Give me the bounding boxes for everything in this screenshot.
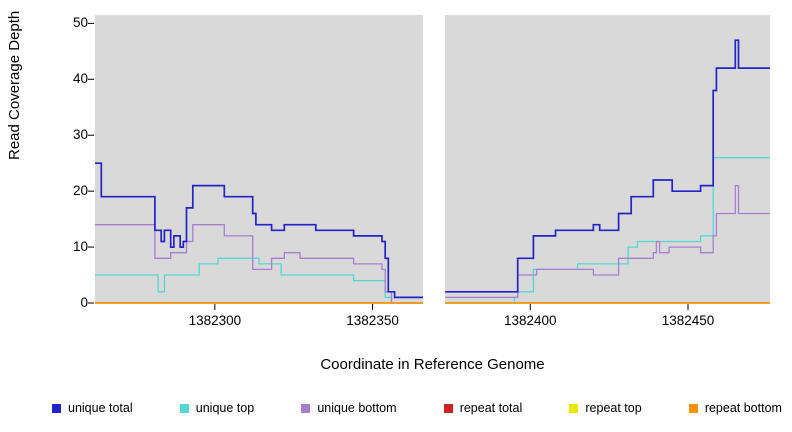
legend-item-unique-total: unique total — [52, 401, 133, 415]
series-line-unique-bottom — [95, 224, 423, 304]
y-tick-label: 10 — [72, 239, 88, 255]
series-line-unique-top — [95, 257, 423, 304]
legend-swatch-icon — [688, 403, 698, 413]
legend-swatch-icon — [569, 403, 579, 413]
legend-swatch-icon — [52, 403, 61, 413]
y-axis-title: Read Coverage Depth — [6, 10, 23, 160]
legend-label: unique top — [195, 401, 255, 415]
legend-swatch-icon — [301, 403, 311, 413]
legend-swatch-icon — [443, 403, 453, 413]
x-tick-label: 1382400 — [503, 313, 557, 328]
y-tick-label: 20 — [72, 183, 88, 199]
x-axis-title: Coordinate in Reference Genome — [320, 356, 545, 373]
series-line-unique-total — [445, 39, 770, 293]
legend-label: repeat top — [585, 401, 642, 415]
x-tick-label: 1382450 — [661, 313, 715, 328]
y-tick-label: 30 — [72, 127, 88, 143]
x-tick-label: 1382350 — [346, 313, 399, 328]
no-data-gap — [423, 14, 446, 304]
legend-label: repeat bottom — [704, 401, 782, 415]
legend-item-repeat-total: repeat total — [443, 401, 523, 415]
legend-swatch-icon — [179, 403, 189, 413]
legend-item-repeat-bottom: repeat bottom — [688, 401, 782, 415]
legend-label: repeat total — [459, 401, 523, 415]
legend-item-unique-bottom: unique bottom — [301, 401, 397, 415]
y-tick-label: 40 — [72, 71, 88, 87]
legend-item-repeat-top: repeat top — [569, 401, 642, 415]
legend-item-unique-top: unique top — [179, 401, 255, 415]
x-tick-label: 1382300 — [188, 313, 242, 328]
series-line-unique-bottom — [445, 184, 770, 299]
legend: unique total unique top unique bottom repea… — [52, 401, 782, 415]
legend-label: unique bottom — [317, 401, 397, 415]
y-tick-label: 50 — [72, 15, 88, 31]
series-line-unique-total — [95, 162, 423, 299]
legend-label: unique total — [68, 401, 133, 415]
y-tick-label: 0 — [80, 295, 88, 310]
